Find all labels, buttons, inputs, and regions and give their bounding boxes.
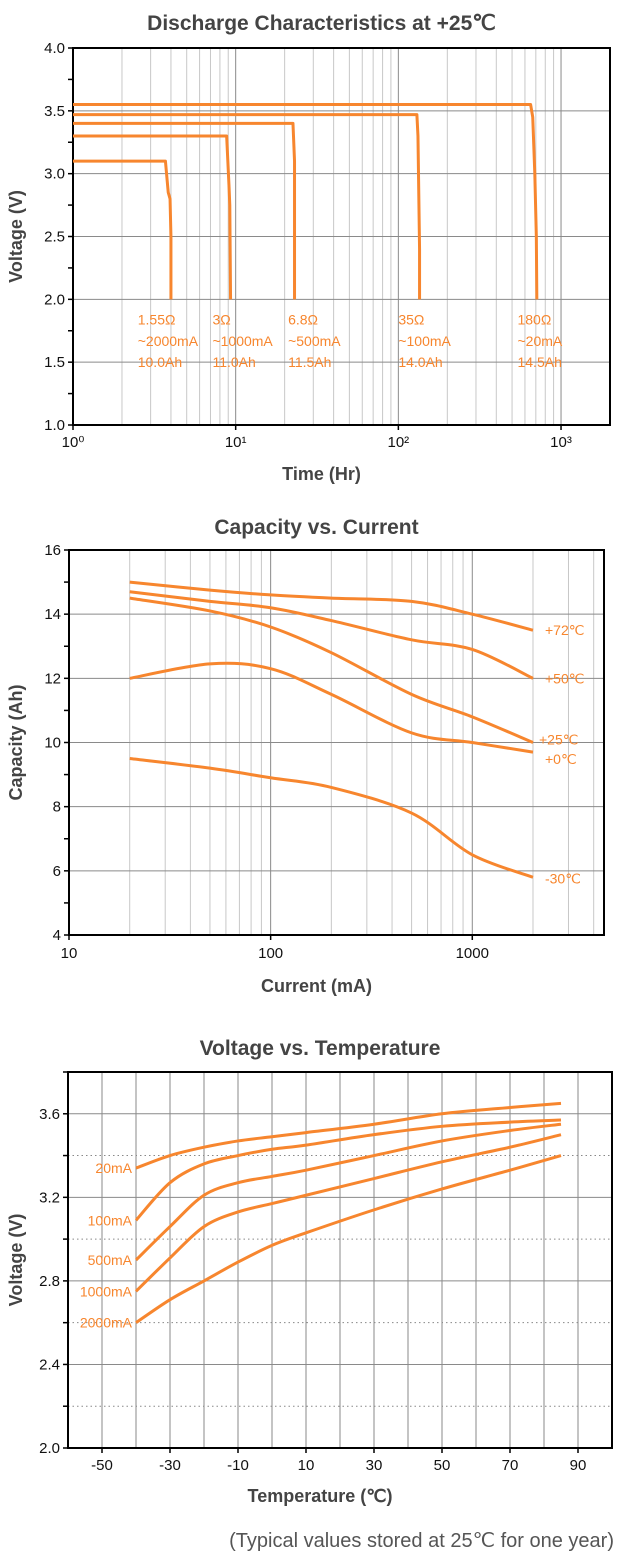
y-axis-label: Voltage (V) (6, 1214, 26, 1307)
y-tick-label: 8 (53, 799, 61, 816)
series-label: +25℃ (539, 732, 578, 748)
series-label: +72℃ (545, 622, 584, 638)
series-line-0 (73, 159, 173, 300)
series-label: 2000mA (80, 1315, 133, 1331)
y-tick-label: 2.5 (44, 229, 65, 246)
y-tick-label: 2.0 (39, 1440, 60, 1457)
series-line-2 (73, 121, 297, 300)
y-axis-label: Capacity (Ah) (6, 684, 26, 800)
x-tick-label: 10³ (550, 434, 572, 451)
series-line-3 (134, 1133, 562, 1293)
discharge-chart: 10⁰ 10¹ 10² 10³ 1.0 1.5 2.0 2.5 3.0 3.5 4.0 Dischar… (6, 12, 611, 484)
series-line-2 (134, 1122, 562, 1262)
series-annotation: 14.5Ah (517, 354, 561, 370)
x-tick-label: 10 (298, 1457, 315, 1474)
series-label: 20mA (95, 1160, 132, 1176)
series-annotation: 35Ω (398, 311, 424, 327)
y-tick-label: 14 (44, 606, 61, 623)
y-tick-label: 3.5 (44, 103, 65, 120)
series-line-4 (129, 757, 534, 879)
series-annotation: 3Ω (212, 311, 230, 327)
y-tick-label: 3.2 (39, 1189, 60, 1206)
x-tick-label: 10¹ (225, 434, 247, 451)
x-tick-label: 90 (570, 1457, 587, 1474)
y-axis-label: Voltage (V) (6, 190, 26, 283)
y-tick-label: 4.0 (44, 40, 65, 57)
x-tick-label: -10 (227, 1457, 249, 1474)
y-tick-label: 10 (44, 735, 61, 752)
x-axis-label: Time (Hr) (282, 464, 361, 484)
y-tick-label: 4 (53, 927, 61, 944)
x-tick-label: 30 (366, 1457, 383, 1474)
y-tick-label: 16 (44, 542, 61, 559)
series-annotation: ~2000mA (138, 333, 199, 349)
series-line-0 (129, 580, 534, 632)
x-tick-label: 70 (502, 1457, 519, 1474)
y-tick-label: 6 (53, 863, 61, 880)
series-label: 500mA (88, 1252, 133, 1268)
y-tick-label: 2.4 (39, 1356, 60, 1373)
x-tick-label: -30 (159, 1457, 181, 1474)
series-line-0 (135, 1101, 562, 1170)
chart-title: Capacity vs. Current (214, 516, 418, 539)
x-tick-label: 100 (258, 945, 283, 962)
y-tick-label: 1.0 (44, 417, 65, 434)
plot-frame (67, 1071, 613, 1449)
series-annotation: 6.8Ω (288, 311, 318, 327)
series-line-2 (129, 596, 534, 744)
y-tick-label: 1.5 (44, 354, 65, 371)
x-axis-label: Current (mA) (261, 976, 372, 996)
series-annotation: ~500mA (288, 333, 341, 349)
series-annotation: 10.0Ah (138, 354, 182, 370)
chart-title: Discharge Characteristics at +25℃ (147, 12, 496, 35)
series-label: 1000mA (80, 1283, 133, 1299)
series-line-1 (134, 1118, 562, 1222)
chart-title: Voltage vs. Temperature (200, 1037, 441, 1060)
y-tick-label: 2.0 (44, 291, 65, 308)
series-line-3 (129, 661, 534, 754)
series-annotation: 14.0Ah (398, 354, 442, 370)
series-label: +50℃ (545, 670, 584, 686)
y-tick-label: 3.0 (44, 166, 65, 183)
voltage-vs-temperature-chart: -50 -30 -10 10 30 50 70 90 2.0 2.4 2.8 3.2 3.6 Voltag… (6, 1037, 613, 1506)
series-annotation: ~100mA (398, 333, 451, 349)
series-label: +0℃ (545, 751, 577, 767)
x-tick-label: 10⁰ (62, 434, 85, 451)
plot-frame (68, 549, 605, 936)
series-annotation: ~20mA (517, 333, 562, 349)
x-tick-label: 10² (388, 434, 410, 451)
x-axis-label: Temperature (℃) (248, 1486, 393, 1506)
series-label: 100mA (88, 1212, 133, 1228)
plot-frame (72, 47, 611, 426)
series-line-4 (73, 103, 539, 300)
series-annotation: 180Ω (517, 311, 551, 327)
capacity-vs-current-chart: 10 100 1000 4 6 8 10 12 14 16 Capacity vs. Current… (6, 516, 605, 996)
series-line-1 (129, 590, 534, 680)
x-tick-label: 1000 (456, 945, 489, 962)
x-tick-label: 10 (61, 945, 78, 962)
series-annotation: 11.0Ah (212, 354, 255, 370)
x-tick-label: 50 (434, 1457, 451, 1474)
series-label: -30℃ (545, 870, 581, 886)
series-line-3 (73, 113, 422, 300)
series-annotation: ~1000mA (212, 333, 273, 349)
series-annotation: 1.55Ω (138, 311, 176, 327)
x-tick-label: -50 (91, 1457, 113, 1474)
footnote: (Typical values stored at 25℃ for one ye… (229, 1530, 614, 1552)
series-line-4 (135, 1154, 562, 1324)
y-tick-label: 12 (44, 670, 61, 687)
series-annotation: 11.5Ah (288, 354, 331, 370)
y-tick-label: 3.6 (39, 1106, 60, 1123)
series-line-1 (73, 134, 233, 300)
y-tick-label: 2.8 (39, 1273, 60, 1290)
